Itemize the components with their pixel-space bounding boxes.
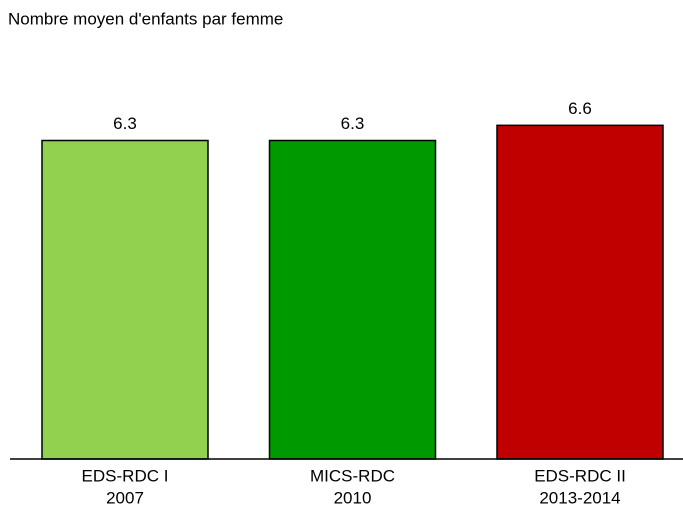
x-tick-label: MICS-RDC: [310, 466, 395, 485]
x-tick-label: 2010: [334, 488, 372, 507]
value-label: 6.3: [113, 114, 137, 133]
value-label: 6.3: [341, 114, 365, 133]
value-label: 6.6: [568, 99, 592, 118]
bar: [496, 124, 664, 460]
chart-title: Nombre moyen d'enfants par femme: [8, 9, 283, 28]
x-tick-label: EDS-RDC I: [82, 466, 169, 485]
x-tick-label: 2007: [106, 488, 144, 507]
bar: [41, 139, 209, 460]
bar: [268, 139, 437, 460]
x-tick-label: 2013-2014: [539, 488, 620, 507]
x-tick-label: EDS-RDC II: [534, 466, 626, 485]
